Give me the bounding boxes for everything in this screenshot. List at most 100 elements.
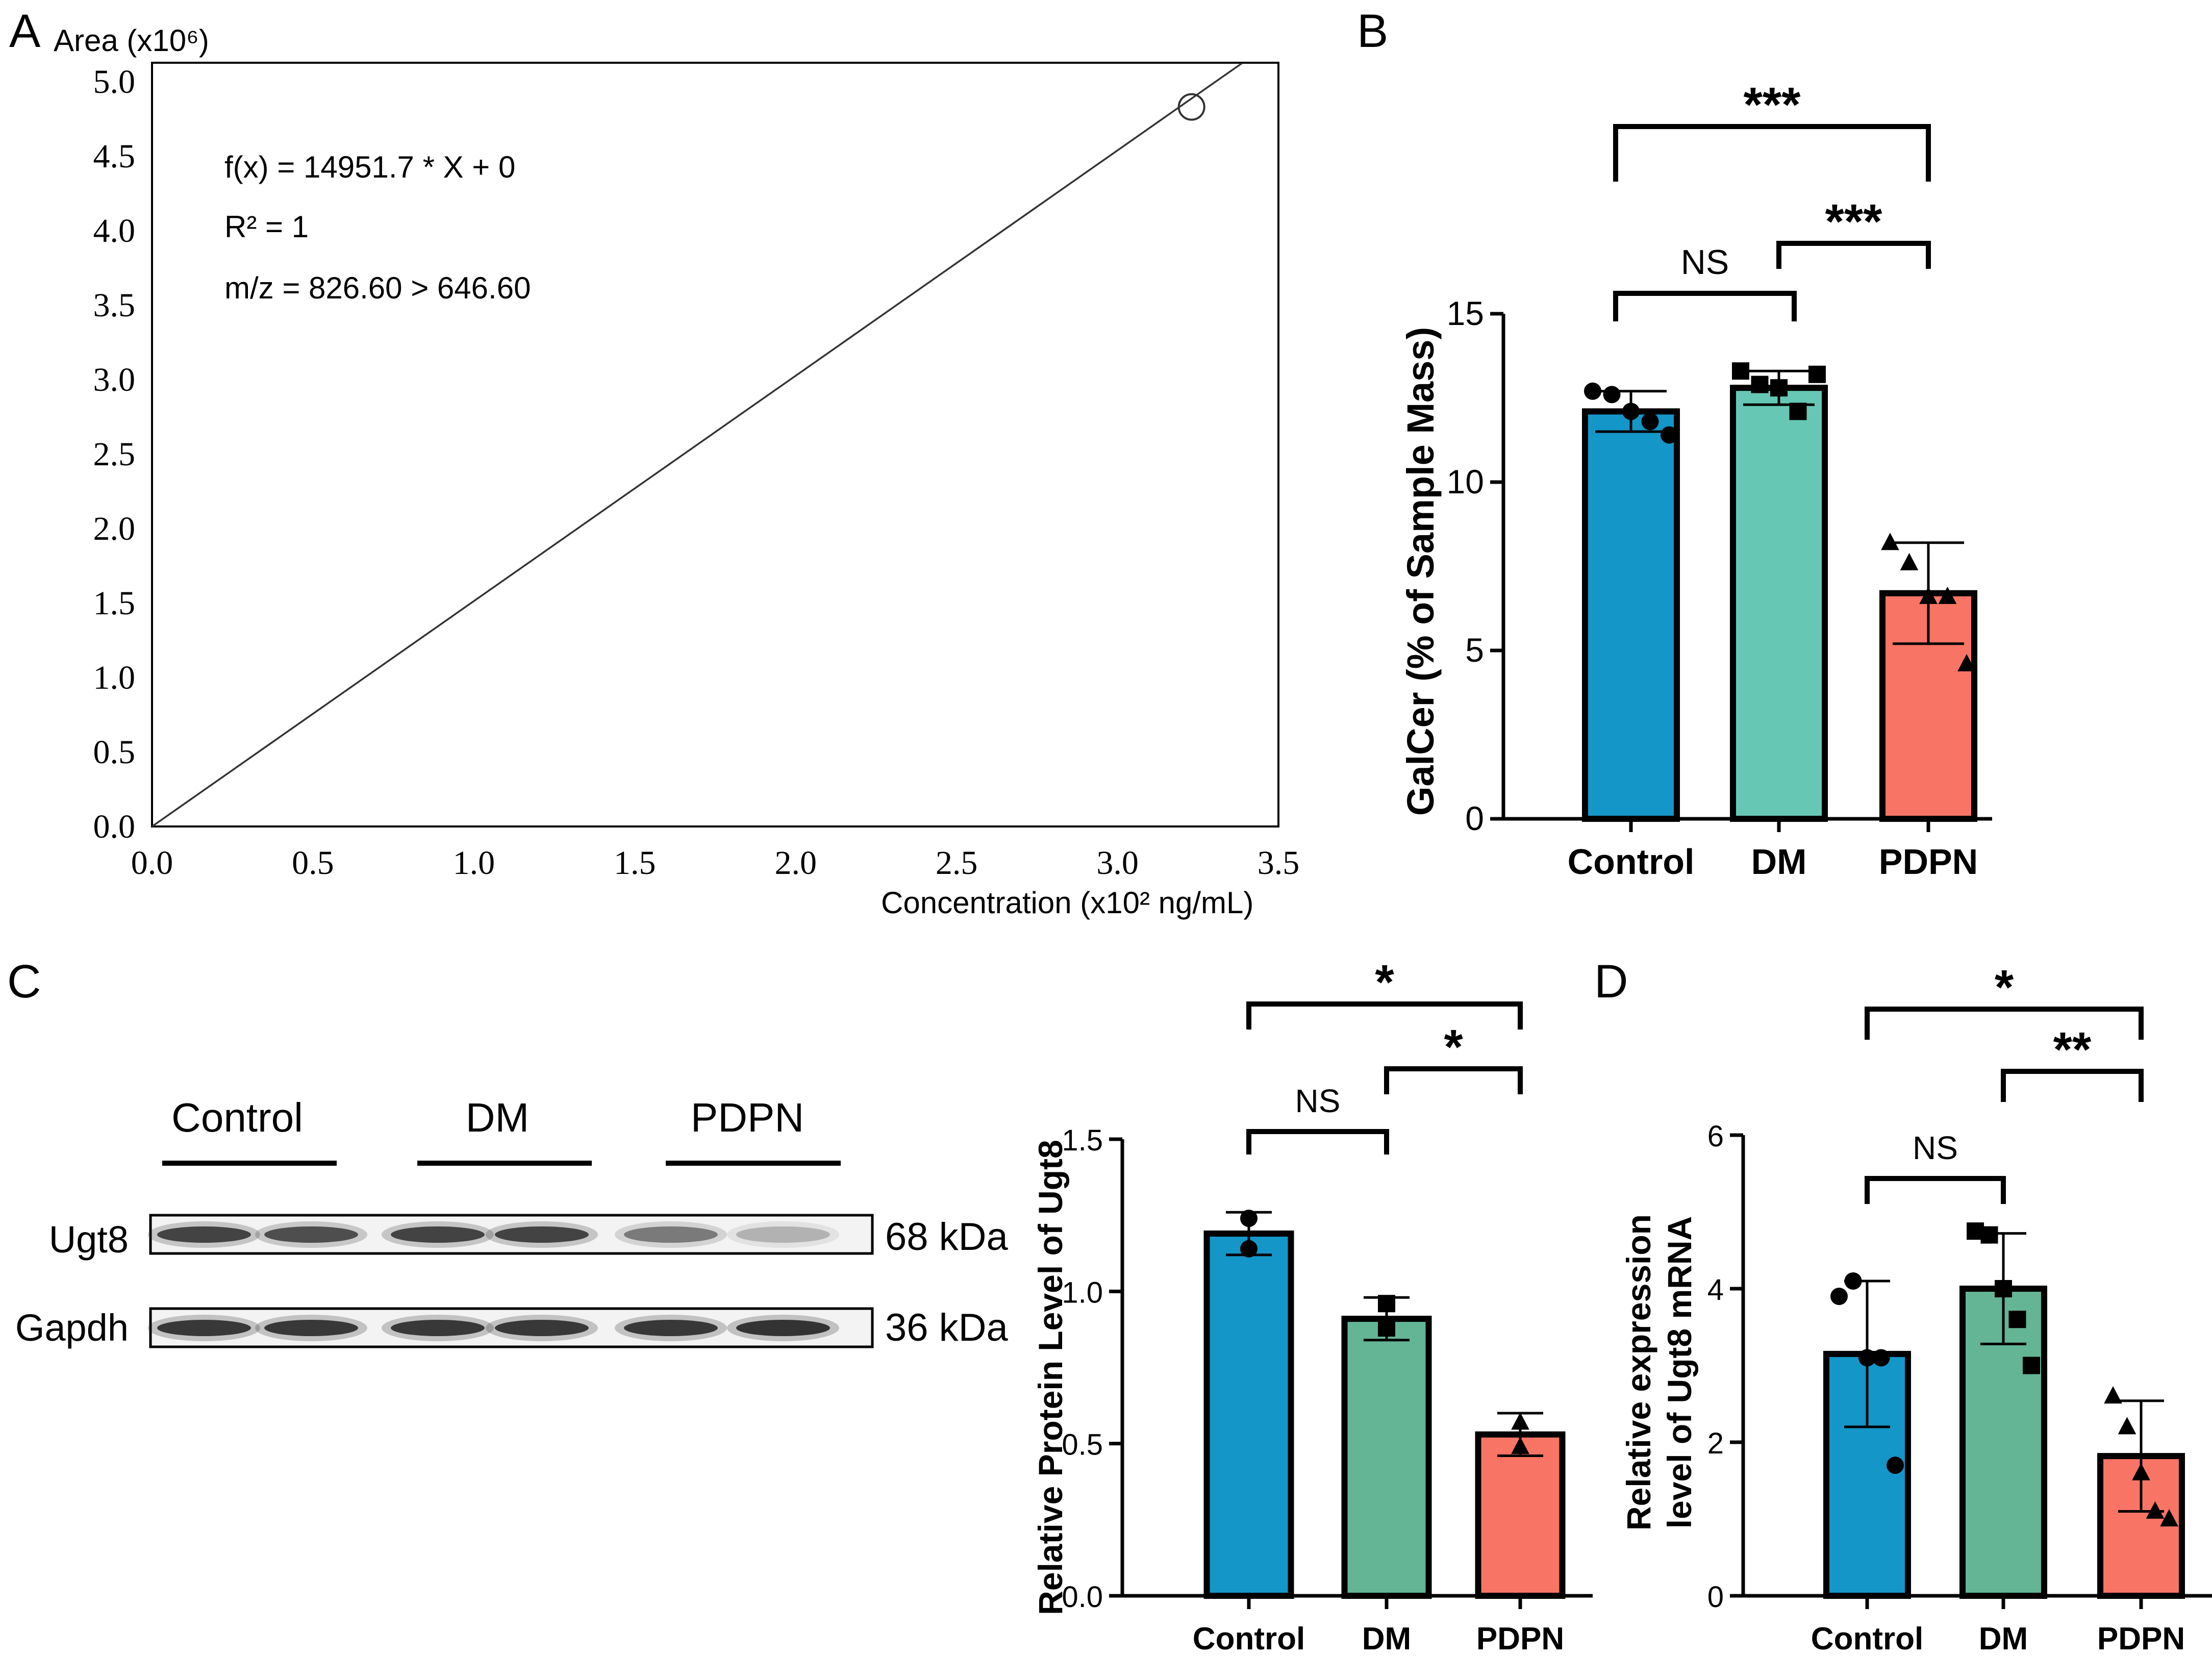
panel-a-x-axis-label: Concentration (x10² ng/mL) (881, 886, 1253, 920)
data-point (1881, 533, 1899, 550)
blot-band (264, 1320, 358, 1336)
mz-annotation: m/z = 826.60 > 646.60 (224, 271, 531, 305)
y-tick-label: 1.0 (1062, 1276, 1103, 1309)
blot-band-halo (727, 1221, 839, 1248)
blot-band (495, 1320, 589, 1336)
panel-a-calibration-curve: A Area (x10⁶) 0.0 0.5 1.0 1.5 2.0 2.5 3.0 3.5 4.… (9, 5, 1299, 920)
y-tick-label: 15 (1447, 294, 1484, 332)
data-point (2146, 1501, 2165, 1519)
y-tick-label: 5.0 (93, 63, 136, 101)
x-tick-label: 3.5 (1258, 844, 1300, 882)
significance-label: *** (1743, 78, 1801, 132)
y-tick-label: 4.5 (93, 138, 136, 175)
y-tick-label: 2.0 (93, 510, 136, 547)
significance-label: * (1375, 955, 1394, 1010)
x-tick-label: Control (1811, 1621, 1923, 1656)
data-point (1661, 426, 1678, 444)
significance-label: *** (1825, 194, 1882, 249)
blot-band-halo (255, 1315, 367, 1341)
panel-d-y-axis-label: Relative expression level of Ugt8 mRNA (1620, 1214, 1698, 1530)
blot-group-pdpn: PDPN (691, 1095, 804, 1140)
blot-band-halo (255, 1221, 367, 1248)
y-tick-label: 0 (1707, 1580, 1724, 1614)
panel-c-y-axis-label: Relative Protein Level of Ugt8 (1032, 1140, 1069, 1615)
data-point (1900, 553, 1919, 570)
blot-band-halo (148, 1221, 260, 1248)
bar-dm (1341, 1316, 1432, 1599)
x-tick-label: PDPN (2097, 1621, 2185, 1656)
blot-band (624, 1320, 718, 1336)
data-point (2160, 1509, 2178, 1526)
data-point (1584, 382, 1601, 400)
significance-label: NS (1681, 243, 1729, 282)
equation-annotation: f(x) = 14951.7 * X + 0 (224, 150, 515, 184)
y-tick-label: 4 (1707, 1273, 1724, 1307)
data-point (1751, 375, 1769, 393)
x-tick-label: DM (1979, 1621, 2028, 1656)
regression-line (151, 62, 1243, 827)
significance-bracket (1776, 241, 1931, 269)
blot-band-halo (615, 1315, 727, 1341)
blot-band-halo (486, 1221, 598, 1248)
blot-band (736, 1226, 830, 1243)
y-tick-label: 10 (1447, 463, 1484, 500)
panel-d-y-axis-label-line: Relative expression (1620, 1214, 1657, 1530)
data-point (2104, 1386, 2122, 1404)
significance-bracket (1865, 1176, 2006, 1204)
blot-band-halo (382, 1221, 494, 1248)
x-tick-label: Control (1568, 842, 1695, 882)
x-tick-label: DM (1751, 842, 1807, 882)
panel-a-y-axis-label: Area (x10⁶) (54, 23, 209, 58)
blot-band (157, 1320, 251, 1336)
blot-band (157, 1226, 251, 1243)
blot-band (624, 1226, 718, 1243)
panel-c-label: C (7, 956, 41, 1008)
panel-c-protein-chart: Relative Protein Level of Ugt8 0.0 0.5 1.0… (1032, 955, 1593, 1656)
blot-band-halo (486, 1315, 598, 1341)
panel-d-label: D (1594, 956, 1628, 1008)
y-tick-label: 0 (1465, 799, 1484, 837)
significance-label: NS (1913, 1130, 1958, 1166)
y-tick-label: 5 (1465, 631, 1484, 669)
y-tick-label: 0.5 (93, 734, 136, 771)
panel-d-mrna-chart: D Relative expression level of Ugt8 mRNA … (1594, 956, 2212, 1656)
significance-bracket (1613, 124, 1931, 182)
r-squared-annotation: R² = 1 (224, 210, 309, 244)
data-point (1887, 1457, 1904, 1474)
panel-a-plot-frame (151, 62, 1279, 827)
data-point (2008, 1311, 2026, 1328)
blot-row-label-ugt8: Ugt8 (49, 1218, 129, 1261)
x-tick-label: 2.5 (936, 844, 978, 882)
blot-band-halo (148, 1315, 260, 1341)
significance-label: ** (2053, 1022, 2092, 1077)
y-tick-label: 0.5 (1062, 1428, 1103, 1462)
y-tick-label: 6 (1707, 1120, 1724, 1153)
blot-size-68kda: 68 kDa (885, 1215, 1009, 1259)
panel-c-western-blot: C Control DM PDPN Ugt8 68 kDa Gapdh 36 k… (7, 956, 1009, 1349)
significance-bracket (1246, 1129, 1389, 1155)
significance-bracket (1865, 1007, 2144, 1040)
y-tick-label: 1.5 (1062, 1124, 1103, 1157)
x-tick-label: 3.0 (1096, 844, 1139, 882)
y-tick-label: 4.0 (93, 212, 136, 249)
data-point (2023, 1357, 2040, 1374)
data-point (1641, 413, 1659, 431)
blot-band (495, 1226, 589, 1243)
bar-control (1582, 408, 1680, 822)
y-tick-label: 0.0 (1062, 1580, 1103, 1614)
panel-b-y-axis-label: GalCer (% of Sample Mass) (1399, 327, 1442, 816)
x-tick-label: PDPN (1476, 1621, 1564, 1656)
data-point (1808, 365, 1826, 383)
y-tick-label: 3.0 (93, 361, 136, 398)
data-point (1603, 386, 1621, 404)
blot-row-label-gapdh: Gapdh (15, 1307, 129, 1349)
x-tick-label: 1.0 (453, 844, 495, 882)
y-tick-label: 2.5 (93, 436, 136, 473)
blot-size-36kda: 36 kDa (885, 1306, 1009, 1349)
blot-group-control: Control (171, 1095, 303, 1140)
y-tick-label: 1.0 (93, 659, 136, 696)
y-tick-label: 2 (1707, 1427, 1724, 1460)
x-tick-label: PDPN (1879, 842, 1978, 882)
significance-bracket (1613, 291, 1797, 321)
